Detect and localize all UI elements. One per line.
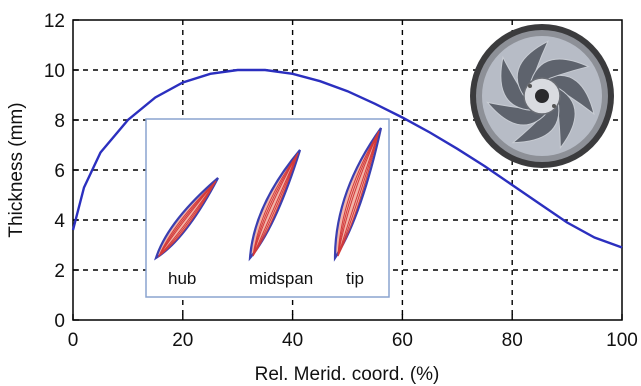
- y-tick-label: 0: [54, 311, 65, 332]
- y-axis-ticks: 0 2 4 6 8 10 12: [44, 11, 79, 332]
- blade-profile-inset: hub midspan tip: [145, 118, 390, 298]
- y-tick-label: 10: [44, 61, 65, 82]
- x-tick-label: 20: [172, 330, 193, 351]
- thickness-curve: [71, 68, 623, 249]
- x-tick-label: 0: [68, 330, 79, 351]
- blade-contour: [337, 130, 380, 257]
- y-tick-label: 4: [54, 211, 65, 232]
- x-tick-label: 100: [606, 330, 638, 351]
- blade-contour: [252, 152, 299, 257]
- inset-label-hub: hub: [168, 269, 196, 288]
- inset-label-midspan: midspan: [249, 269, 313, 288]
- y-tick-label: 2: [54, 261, 65, 282]
- y-tick-label: 6: [54, 161, 65, 182]
- inset-label-tip: tip: [346, 269, 364, 288]
- fan-impeller-photo: [470, 24, 614, 168]
- x-tick-label: 80: [502, 330, 523, 351]
- x-tick-label: 60: [392, 330, 413, 351]
- y-tick-label: 12: [44, 11, 65, 32]
- blade-contour: [158, 180, 217, 257]
- y-axis-label: Thickness (mm): [6, 102, 27, 237]
- x-axis-label: Rel. Merid. coord. (%): [255, 364, 440, 385]
- x-axis-ticks: 0 20 40 60 80 100: [68, 314, 638, 351]
- y-tick-label: 8: [54, 111, 65, 132]
- x-tick-label: 40: [282, 330, 303, 351]
